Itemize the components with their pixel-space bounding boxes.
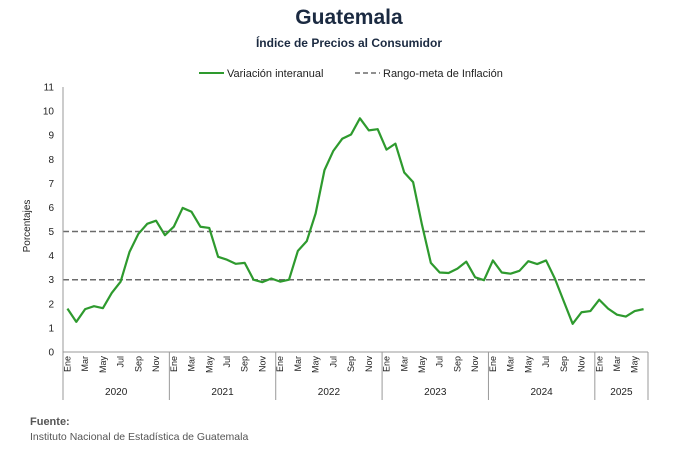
- x-tick-label: Ene: [594, 356, 604, 372]
- x-tick-label: Ene: [382, 356, 392, 372]
- x-tick-label: Sep: [452, 356, 462, 372]
- y-tick-label: 2: [48, 299, 54, 310]
- year-label: 2024: [531, 387, 554, 398]
- source-text: Instituto Nacional de Estadística de Gua…: [30, 431, 249, 443]
- x-tick-label: Jul: [116, 356, 126, 368]
- reference-lines: [63, 230, 648, 281]
- x-tick-label: Ene: [488, 356, 498, 372]
- x-tick-label: Sep: [559, 356, 569, 372]
- series-line-variacion: [66, 117, 644, 325]
- y-tick-label: 7: [48, 179, 54, 190]
- axes: [62, 87, 649, 400]
- x-tick-label: May: [311, 356, 321, 374]
- x-tick-label: Jul: [435, 356, 445, 368]
- y-tick-label: 0: [48, 348, 54, 359]
- x-tick-label: Ene: [275, 356, 285, 372]
- year-label: 2022: [318, 387, 341, 398]
- x-tick-label: Nov: [364, 356, 374, 373]
- x-tick-label: Ene: [169, 356, 179, 372]
- y-tick-label: 1: [48, 323, 54, 334]
- year-label: 2025: [610, 387, 633, 398]
- x-tick-label: Nov: [257, 356, 267, 373]
- x-tick-label: Jul: [328, 356, 338, 368]
- y-tick-label: 11: [44, 83, 55, 94]
- legend-label-target: Rango-meta de Inflación: [383, 68, 503, 80]
- y-tick-label: 10: [43, 107, 55, 118]
- y-tick-label: 3: [48, 275, 54, 286]
- x-tick-label: Mar: [399, 356, 409, 372]
- x-tick-label: Nov: [470, 356, 480, 373]
- legend-label-series: Variación interanual: [227, 68, 323, 80]
- x-tick-label: Sep: [240, 356, 250, 372]
- year-label: 2020: [105, 387, 128, 398]
- y-axis-label: Porcentajes: [22, 200, 33, 253]
- x-tick-label: Jul: [222, 356, 232, 368]
- x-axis-labels: Ene Mar May Jul Sep Nov Ene Mar May Jul Sep Nov Ene M…: [62, 356, 639, 398]
- x-tick-label: May: [98, 356, 108, 374]
- x-tick-label: May: [417, 356, 427, 374]
- year-label: 2023: [424, 387, 447, 398]
- y-tick-label: 6: [48, 203, 54, 214]
- y-tick-label: 5: [48, 227, 54, 238]
- x-tick-label: Mar: [187, 356, 197, 372]
- y-tick-label: 8: [48, 155, 54, 166]
- legend: Variación interanual Rango-meta de Infla…: [199, 68, 503, 80]
- x-tick-label: May: [204, 356, 214, 374]
- chart-subtitle: Índice de Precios al Consumidor: [255, 36, 443, 50]
- x-tick-label: Mar: [293, 356, 303, 372]
- chart-title: Guatemala: [295, 6, 403, 29]
- x-tick-label: Ene: [62, 356, 72, 372]
- x-tick-label: May: [630, 356, 640, 374]
- x-tick-label: Sep: [346, 356, 356, 372]
- x-tick-label: Nov: [577, 356, 587, 373]
- x-tick-label: Mar: [506, 356, 516, 372]
- y-tick-label: 9: [48, 131, 54, 142]
- x-tick-label: Mar: [612, 356, 622, 372]
- source-heading: Fuente:: [30, 416, 70, 428]
- x-tick-label: Jul: [541, 356, 551, 368]
- year-label: 2021: [211, 387, 234, 398]
- y-tick-label: 4: [48, 251, 54, 262]
- series-layer: [66, 117, 644, 325]
- x-tick-label: Nov: [151, 356, 161, 373]
- x-tick-label: May: [523, 356, 533, 374]
- y-axis-ticks: 0 1 2 3 4 5 6 7 8 9 10 11: [43, 83, 55, 359]
- x-tick-label: Sep: [133, 356, 143, 372]
- x-tick-label: Mar: [80, 356, 90, 372]
